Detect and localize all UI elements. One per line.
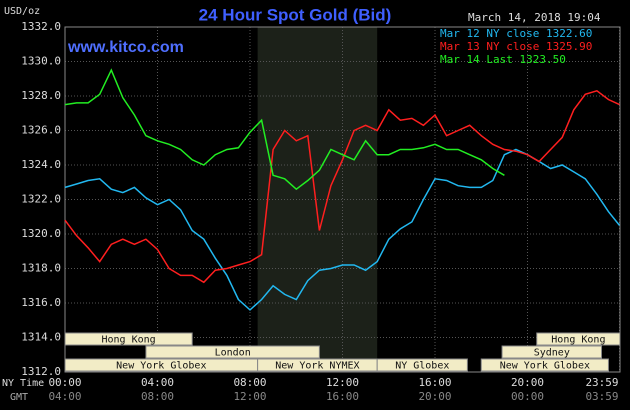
x-tick-label: 12:00 [326, 376, 359, 389]
y-tick-label: 1314.0 [21, 331, 61, 344]
y-tick-label: 1328.0 [21, 89, 61, 102]
session-label: London [215, 348, 251, 359]
y-tick-label: 1320.0 [21, 227, 61, 240]
session-label: NY Globex [395, 361, 449, 372]
x-axis-label: NY Time [2, 378, 44, 389]
series-line [64, 89, 620, 284]
site: www.kitco.com [67, 39, 184, 56]
x2-tick-label: 12:00 [233, 390, 266, 403]
y-tick-label: 1330.0 [21, 55, 61, 68]
y-tick-label: 1318.0 [21, 262, 61, 275]
x-tick-label: 08:00 [233, 376, 266, 389]
y-axis-label: USD/oz [4, 6, 40, 17]
series-line [64, 68, 505, 191]
x2-tick-label: 03:59 [585, 390, 618, 403]
y-tick-label: 1324.0 [21, 158, 61, 171]
x-tick-label: 04:00 [141, 376, 174, 389]
y-tick-label: 1316.0 [21, 296, 61, 309]
x-tick-label: 16:00 [418, 376, 451, 389]
session-bar [480, 358, 609, 372]
session-label: Hong Kong [102, 335, 156, 346]
x-tick-label: 00:00 [48, 376, 81, 389]
session-bar [145, 345, 320, 359]
y-tick-label: 1326.0 [21, 124, 61, 137]
session-label: Hong Kong [551, 335, 605, 346]
session-label: New York NYMEX [275, 361, 359, 372]
y-tick-label: 1312.0 [21, 365, 61, 378]
session-bar [536, 332, 621, 346]
x2-axis-label: GMT [10, 392, 28, 403]
plot-frame [64, 26, 621, 373]
x-tick-label: 23:59 [585, 376, 618, 389]
x2-tick-label: 16:00 [326, 390, 359, 403]
session-bar [501, 345, 602, 359]
x-tick-label: 20:00 [511, 376, 544, 389]
session-bar [64, 332, 193, 346]
x2-tick-label: 04:00 [48, 390, 81, 403]
x2-tick-label: 08:00 [141, 390, 174, 403]
x2-tick-label: 20:00 [418, 390, 451, 403]
y-tick-label: 1322.0 [21, 193, 61, 206]
session-label: New York Globex [500, 361, 590, 372]
session-label: New York Globex [116, 361, 206, 372]
y-tick-label: 1332.0 [21, 20, 61, 33]
session-bar [376, 358, 468, 372]
legend-entry: Mar 12 NY close 1322.60 [440, 27, 592, 40]
chart-title: 24 Hour Spot Gold (Bid) [199, 5, 392, 24]
session-label: Sydney [534, 348, 570, 359]
x2-tick-label: 00:00 [511, 390, 544, 403]
legend-entry: Mar 14 Last 1323.50 [440, 53, 566, 66]
timestamp: March 14, 2018 19:04 [468, 11, 601, 24]
legend-entry: Mar 13 NY close 1325.90 [440, 40, 592, 53]
